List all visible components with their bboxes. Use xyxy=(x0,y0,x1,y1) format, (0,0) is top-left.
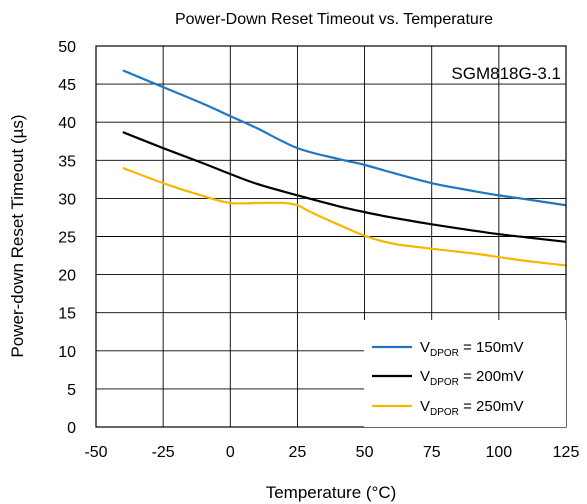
legend-label-3: VDPOR = 250mV xyxy=(420,398,524,418)
y-tick-label: 25 xyxy=(58,230,76,247)
y-tick-label: 50 xyxy=(58,39,76,56)
x-tick-label: -50 xyxy=(84,444,107,461)
y-tick-label: 5 xyxy=(67,382,76,399)
series-line-3 xyxy=(122,166,567,267)
series-line-2 xyxy=(122,131,567,243)
x-tick-label: 75 xyxy=(423,444,441,461)
annotation-label: SGM818G-3.1 xyxy=(451,64,561,83)
x-tick-label: 100 xyxy=(486,444,513,461)
x-tick-label: 50 xyxy=(356,444,374,461)
series-line-1 xyxy=(122,69,567,207)
x-tick-label: 0 xyxy=(226,444,235,461)
legend-box xyxy=(364,320,566,427)
y-tick-label: 45 xyxy=(58,77,76,94)
y-tick-label: 40 xyxy=(58,115,76,132)
legend-label-2: VDPOR = 200mV xyxy=(420,368,524,388)
grid xyxy=(95,45,567,428)
legend-label-1: VDPOR = 150mV xyxy=(420,339,524,359)
y-tick-label: 35 xyxy=(58,153,76,170)
x-axis-label: Temperature (°C) xyxy=(266,483,397,502)
y-tick-label: 0 xyxy=(67,420,76,437)
x-tick-label: 25 xyxy=(289,444,307,461)
y-axis-label: Power-down Reset Timeout (µs) xyxy=(8,114,27,357)
x-tick-labels: -50 -25 0 25 50 75 100 125 xyxy=(84,444,579,461)
y-tick-label: 10 xyxy=(58,344,76,361)
series-lines xyxy=(122,69,567,267)
y-tick-label: 20 xyxy=(58,268,76,285)
legend: VDPOR = 150mV VDPOR = 200mV VDPOR = 250mV xyxy=(364,320,566,427)
y-tick-label: 15 xyxy=(58,306,76,323)
y-tick-labels: 0 5 10 15 20 25 30 35 40 45 50 xyxy=(58,39,76,437)
plot-frame xyxy=(95,45,567,428)
y-tick-label: 30 xyxy=(58,191,76,208)
x-tick-label: -25 xyxy=(152,444,175,461)
x-tick-label: 125 xyxy=(553,444,580,461)
chart-title: Power-Down Reset Timeout vs. Temperature xyxy=(175,11,493,28)
